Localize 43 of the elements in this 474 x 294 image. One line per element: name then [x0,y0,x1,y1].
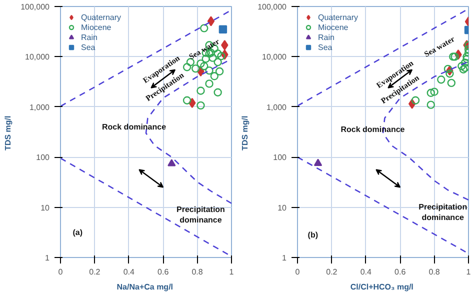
annotation: (a) [72,228,83,237]
y-tick-label: 10,000 [25,52,50,62]
legend-label: Sea [318,42,334,52]
y-tick-label: 10 [40,203,50,212]
x-tick-label: 0 [295,268,300,276]
legend-label: Rain [81,32,98,42]
annotation: Precipitation dominance [176,204,226,225]
x-tick-label: 0.2 [89,268,101,276]
x-tick-label: 0.4 [360,268,372,276]
x-tick-label: 1 [466,268,472,276]
y-tick-label: 1 [45,254,50,262]
y-axis-title: TDS mg/l [240,116,250,150]
x-tick-label: 0.2 [326,268,338,276]
y-tick-label: 100,000 [20,2,50,12]
legend-label: Miocene [318,22,348,32]
annotation: (b) [308,230,318,240]
annotation: Sea water [422,34,457,59]
x-axis-title: Cl/Cl+HCO₃ mg/l [350,282,414,292]
y-tick-label: 10,000 [262,52,288,62]
x-tick-label: 0.8 [428,268,440,276]
x-tick-label: 0.6 [394,268,406,276]
y-tick-label: 1,000 [29,102,50,112]
x-tick-label: 1 [229,268,234,276]
x-axis-title: Na/Na+Ca mg/l [116,282,174,292]
y-tick-label: 1,000 [266,102,288,112]
legend-label: Quaternary [81,12,122,22]
y-tick-label: 1 [282,254,288,262]
y-tick-label: 100 [36,153,50,162]
annotation: Sea water [187,36,222,62]
y-tick-label: 100 [273,153,288,162]
y-tick-label: 10 [278,203,288,212]
x-tick-label: 0 [58,268,64,276]
x-tick-label: 0.4 [123,268,136,276]
y-tick-label: 100,000 [258,2,288,12]
x-tick-label: 0.6 [158,268,170,276]
legend-label: Sea [81,42,96,52]
x-tick-label: 0.8 [192,268,204,276]
annotation: Precipitation dominance [418,202,468,222]
y-axis-title: TDS mg/l [4,116,13,150]
legend-label: Rain [318,32,336,42]
legend-label: Quaternary [318,12,358,22]
legend-label: Miocene [81,22,112,32]
annotation: Rock dominance [102,122,167,132]
